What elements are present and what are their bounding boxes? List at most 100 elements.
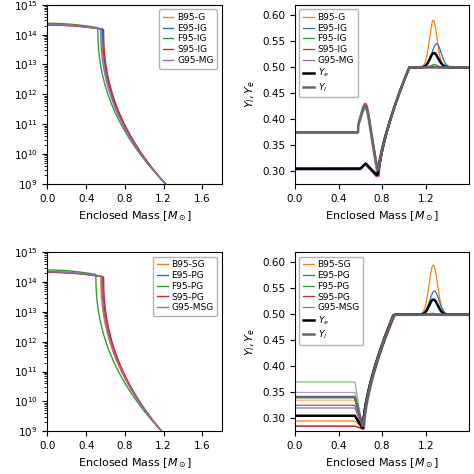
- E95-PG: [292, 423, 298, 429]
- B95-G: [428, 25, 434, 30]
- E95-IG: [292, 165, 298, 171]
- S95-IG: [431, 64, 437, 70]
- S95-IG: [130, 138, 136, 144]
- F95-PG: [466, 311, 472, 317]
- G95-MSG: [466, 313, 472, 319]
- F95-IG: [74, 22, 80, 27]
- G95-MSG: [310, 405, 316, 411]
- S95-IG: [292, 165, 298, 171]
- S95-PG: [412, 311, 418, 317]
- Line: G95-MSG: G95-MSG: [295, 313, 469, 428]
- F95-IG: [375, 173, 381, 178]
- G95-MSG: [159, 428, 164, 434]
- B95-SG: [369, 372, 375, 378]
- S95-IG: [369, 166, 374, 172]
- G95-MG: [369, 169, 374, 175]
- $Y_e$: [310, 413, 316, 419]
- Legend: B95-SG, E95-PG, F95-PG, S95-PG, G95-MSG, $Y_e$, $Y_l$: B95-SG, E95-PG, F95-PG, S95-PG, G95-MSG,…: [300, 256, 364, 345]
- G95-MG: [428, 63, 434, 69]
- G95-MSG: [429, 310, 435, 316]
- F95-PG: [91, 271, 97, 277]
- B95-G: [45, 21, 50, 27]
- B95-G: [431, 19, 437, 25]
- Line: G95-MG: G95-MG: [295, 65, 469, 177]
- F95-IG: [363, 161, 368, 166]
- F95-PG: [143, 410, 148, 415]
- E95-IG: [135, 145, 140, 151]
- S95-PG: [466, 311, 472, 317]
- $Y_e$: [369, 167, 374, 173]
- Line: S95-IG: S95-IG: [295, 66, 469, 177]
- G95-MG: [431, 63, 437, 69]
- E95-PG: [361, 426, 366, 431]
- B95-SG: [127, 385, 133, 391]
- G95-MG: [76, 23, 82, 29]
- G95-MG: [163, 181, 168, 187]
- S95-PG: [428, 310, 434, 316]
- B95-G: [97, 26, 102, 31]
- E95-PG: [363, 407, 368, 412]
- Line: $Y_l$: $Y_l$: [295, 315, 469, 426]
- $Y_l$: [431, 312, 437, 318]
- Line: E95-PG: E95-PG: [47, 272, 162, 431]
- B95-G: [369, 166, 374, 172]
- G95-MSG: [128, 385, 133, 391]
- E95-PG: [431, 288, 437, 294]
- F95-IG: [163, 181, 168, 187]
- Legend: B95-SG, E95-PG, F95-PG, S95-PG, G95-MSG: B95-SG, E95-PG, F95-PG, S95-PG, G95-MSG: [153, 256, 217, 316]
- B95-SG: [58, 269, 64, 274]
- Line: G95-MSG: G95-MSG: [47, 272, 162, 431]
- Legend: B95-G, E95-IG, F95-IG, S95-IG, G95-MG, $Y_e$, $Y_l$: B95-G, E95-IG, F95-IG, S95-IG, G95-MG, $…: [300, 9, 357, 97]
- $Y_l$: [363, 103, 368, 109]
- S95-PG: [133, 392, 139, 398]
- G95-MSG: [369, 373, 375, 379]
- B95-SG: [428, 269, 434, 274]
- Line: E95-PG: E95-PG: [295, 291, 469, 428]
- $Y_e$: [466, 312, 472, 318]
- F95-PG: [159, 428, 164, 434]
- E95-IG: [98, 26, 103, 32]
- S95-PG: [361, 427, 366, 432]
- $Y_e$: [431, 50, 437, 56]
- G95-MG: [134, 145, 139, 151]
- E95-IG: [310, 165, 316, 171]
- B95-G: [58, 22, 64, 27]
- S95-PG: [369, 378, 375, 384]
- S95-PG: [58, 270, 64, 275]
- $Y_l$: [375, 167, 381, 173]
- B95-G: [292, 165, 298, 171]
- $Y_l$: [360, 423, 365, 429]
- Line: B95-G: B95-G: [295, 20, 469, 176]
- $Y_l$: [466, 64, 472, 70]
- $Y_l$: [363, 405, 368, 410]
- S95-IG: [77, 24, 83, 29]
- E95-PG: [45, 269, 50, 275]
- B95-SG: [430, 262, 436, 268]
- B95-G: [76, 23, 82, 28]
- E95-IG: [375, 173, 381, 179]
- B95-G: [310, 165, 316, 171]
- G95-MSG: [360, 425, 365, 431]
- E95-PG: [428, 293, 434, 299]
- G95-MSG: [76, 271, 82, 276]
- S95-IG: [376, 174, 382, 180]
- $Y_l$: [412, 312, 418, 318]
- $Y_l$: [466, 312, 472, 318]
- $Y_l$: [431, 64, 437, 70]
- $Y_l$: [369, 134, 374, 139]
- E95-PG: [412, 311, 418, 317]
- G95-MG: [429, 63, 435, 68]
- Line: B95-SG: B95-SG: [47, 272, 162, 431]
- S95-PG: [77, 271, 83, 277]
- G95-MG: [466, 65, 472, 71]
- $Y_e$: [428, 299, 434, 305]
- $Y_e$: [363, 402, 368, 408]
- F95-IG: [292, 165, 298, 171]
- $Y_l$: [310, 394, 316, 400]
- S95-IG: [135, 145, 141, 151]
- Line: $Y_e$: $Y_e$: [295, 300, 469, 428]
- Line: $Y_l$: $Y_l$: [295, 67, 469, 170]
- B95-SG: [76, 270, 82, 276]
- Line: E95-IG: E95-IG: [47, 25, 165, 184]
- B95-SG: [363, 399, 368, 405]
